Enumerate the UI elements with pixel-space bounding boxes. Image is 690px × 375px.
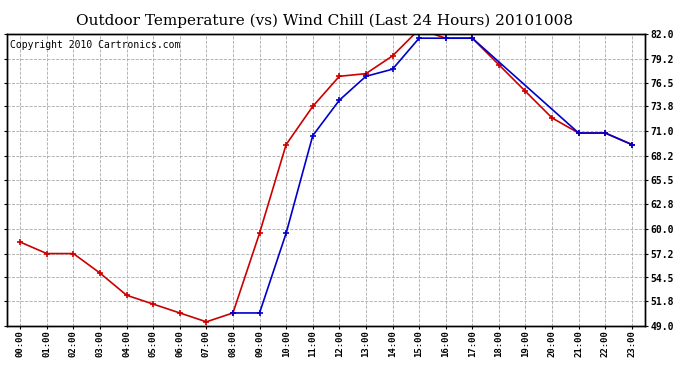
Text: Outdoor Temperature (vs) Wind Chill (Last 24 Hours) 20101008: Outdoor Temperature (vs) Wind Chill (Las… [76, 13, 573, 27]
Text: Copyright 2010 Cartronics.com: Copyright 2010 Cartronics.com [10, 40, 181, 50]
